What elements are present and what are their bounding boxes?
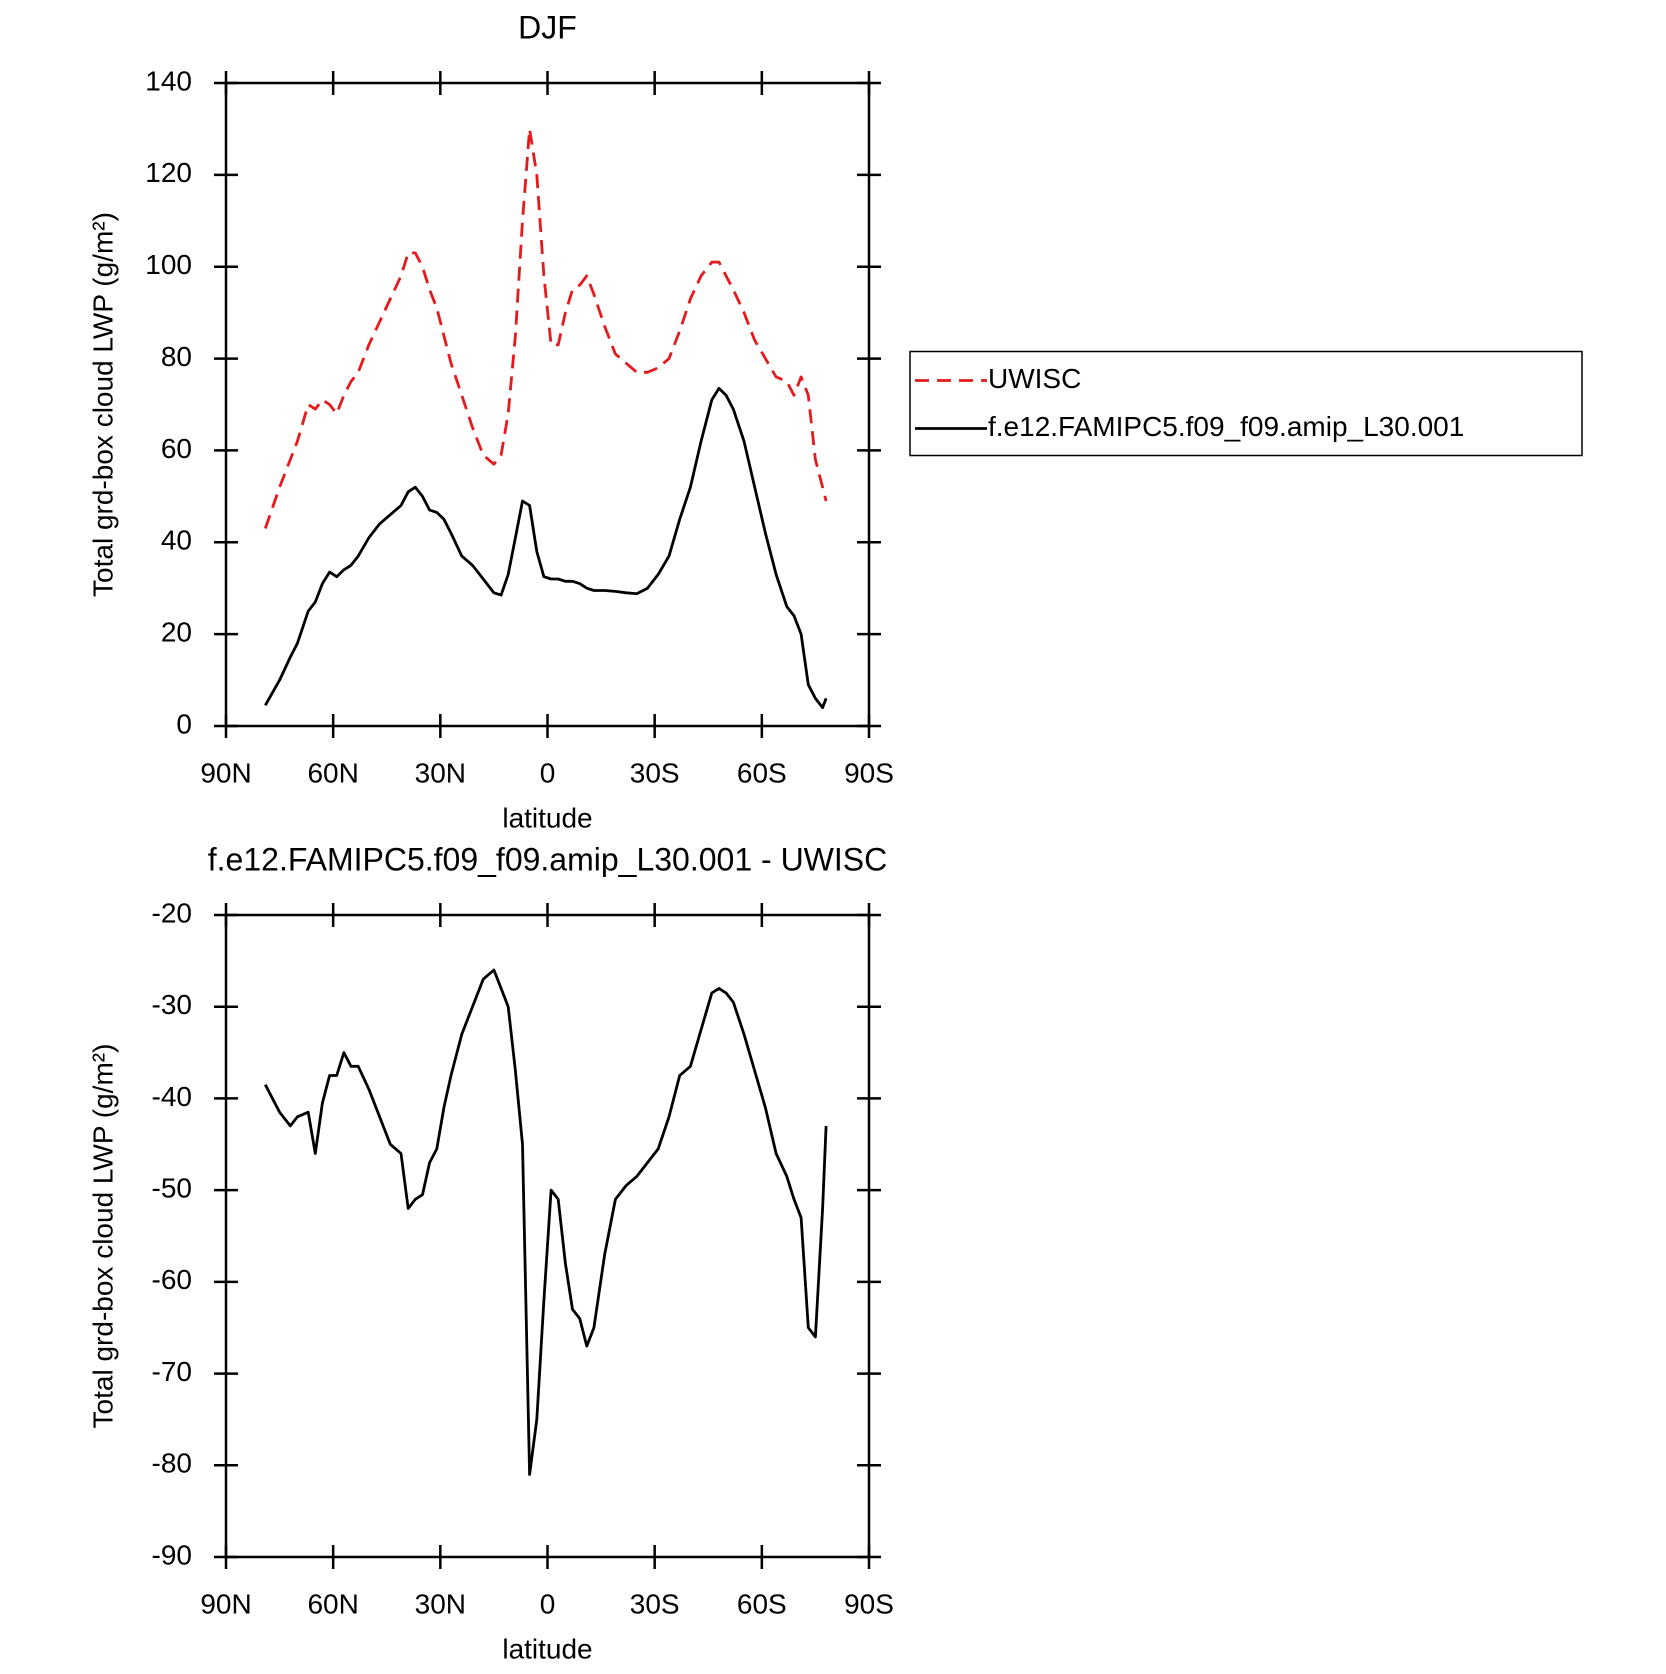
y-tick-label: -70 [152, 1356, 192, 1387]
y-tick-label: 60 [161, 433, 192, 464]
y-tick-label: -50 [152, 1173, 192, 1204]
y-tick-label: -60 [152, 1264, 192, 1295]
chart-title: DJF [518, 9, 577, 45]
x-tick-label: 30N [415, 1588, 466, 1619]
x-tick-label: 30N [415, 757, 466, 788]
y-tick-label: -40 [152, 1081, 192, 1112]
y-tick-label: 40 [161, 525, 192, 556]
data-line [263, 127, 828, 529]
y-tick-label: 100 [145, 249, 192, 280]
x-axis-label: latitude [502, 1633, 592, 1664]
plot-frame [224, 81, 871, 728]
y-tick-label: 20 [161, 617, 192, 648]
x-tick-label: 60S [737, 1588, 787, 1619]
y-axis-label: Total grd-box cloud LWP (g/m²) [87, 1044, 118, 1429]
x-tick-label: 90N [200, 1588, 251, 1619]
y-tick-label: 0 [176, 708, 192, 739]
data-line [264, 968, 828, 1476]
x-tick-label: 0 [540, 1588, 556, 1619]
x-axis-label: latitude [502, 802, 592, 833]
chart-title: f.e12.FAMIPC5.f09_f09.amip_L30.001 - UWI… [208, 841, 887, 877]
x-tick-label: 90S [844, 1588, 894, 1619]
x-tick-label: 0 [540, 757, 556, 788]
y-tick-label: 80 [161, 341, 192, 372]
legend-label: f.e12.FAMIPC5.f09_f09.amip_L30.001 [988, 411, 1464, 442]
x-tick-label: 90S [844, 757, 894, 788]
x-tick-label: 60N [307, 1588, 358, 1619]
data-line [264, 387, 828, 709]
y-tick-label: -80 [152, 1448, 192, 1479]
legend-box [909, 350, 1583, 457]
y-tick-label: 140 [145, 65, 192, 96]
x-tick-label: 30S [630, 1588, 680, 1619]
y-axis-label: Total grd-box cloud LWP (g/m²) [87, 212, 118, 597]
y-tick-label: 120 [145, 157, 192, 188]
y-tick-label: -30 [152, 989, 192, 1020]
x-tick-label: 30S [630, 757, 680, 788]
x-tick-label: 60N [307, 757, 358, 788]
legend-label: UWISC [988, 363, 1081, 394]
x-tick-label: 60S [737, 757, 787, 788]
x-tick-label: 90N [200, 757, 251, 788]
y-tick-label: -20 [152, 897, 192, 928]
y-tick-label: -90 [152, 1539, 192, 1570]
